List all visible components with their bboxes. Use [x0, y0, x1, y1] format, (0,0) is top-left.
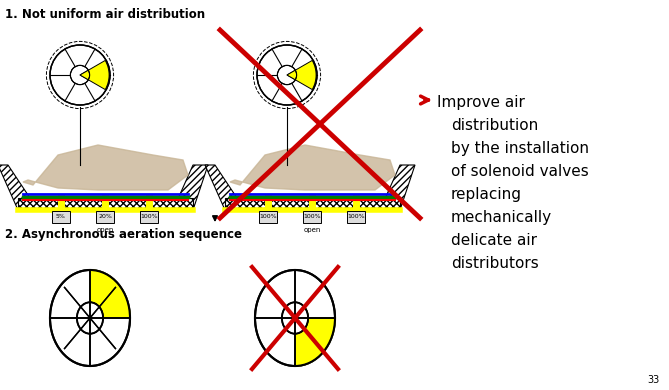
Text: open: open	[96, 227, 114, 233]
Text: distribution: distribution	[451, 118, 539, 133]
Text: open: open	[303, 227, 320, 233]
Polygon shape	[90, 302, 103, 318]
Polygon shape	[90, 270, 130, 318]
Wedge shape	[287, 60, 316, 90]
Polygon shape	[230, 145, 395, 190]
Circle shape	[257, 45, 317, 105]
Wedge shape	[80, 60, 109, 90]
Ellipse shape	[282, 302, 308, 333]
Circle shape	[50, 45, 110, 105]
Polygon shape	[295, 318, 335, 366]
Bar	[225, 198, 400, 210]
FancyBboxPatch shape	[52, 211, 70, 223]
Text: 33: 33	[648, 375, 660, 385]
Polygon shape	[173, 165, 208, 210]
Polygon shape	[0, 165, 38, 210]
FancyBboxPatch shape	[259, 211, 277, 223]
Polygon shape	[380, 165, 415, 210]
Text: 100%: 100%	[259, 215, 277, 220]
Ellipse shape	[255, 270, 335, 366]
FancyBboxPatch shape	[96, 211, 114, 223]
Text: 5%: 5%	[56, 215, 66, 220]
FancyBboxPatch shape	[303, 211, 321, 223]
FancyBboxPatch shape	[140, 211, 158, 223]
Text: 2. Asynchronous aeration sequence: 2. Asynchronous aeration sequence	[5, 228, 242, 241]
Text: replacing: replacing	[451, 187, 522, 202]
Wedge shape	[80, 70, 90, 80]
Text: delicate air: delicate air	[451, 233, 537, 248]
Polygon shape	[295, 307, 308, 329]
Polygon shape	[205, 165, 245, 210]
FancyBboxPatch shape	[347, 211, 365, 223]
Polygon shape	[23, 145, 188, 190]
Ellipse shape	[50, 270, 130, 366]
Text: 100%: 100%	[140, 215, 158, 220]
Wedge shape	[287, 70, 296, 80]
Text: distributors: distributors	[451, 256, 539, 271]
Text: Improve air: Improve air	[437, 95, 525, 110]
Text: 100%: 100%	[303, 215, 321, 220]
Text: mechanically: mechanically	[451, 210, 552, 225]
Text: 100%: 100%	[347, 215, 365, 220]
Text: by the installation: by the installation	[451, 141, 589, 156]
Ellipse shape	[77, 302, 103, 333]
Bar	[18, 198, 193, 210]
Text: 1. Not uniform air distribution: 1. Not uniform air distribution	[5, 8, 205, 21]
Circle shape	[70, 66, 90, 85]
Text: 20%: 20%	[98, 215, 112, 220]
Circle shape	[278, 66, 296, 85]
Text: of solenoid valves: of solenoid valves	[451, 164, 589, 179]
